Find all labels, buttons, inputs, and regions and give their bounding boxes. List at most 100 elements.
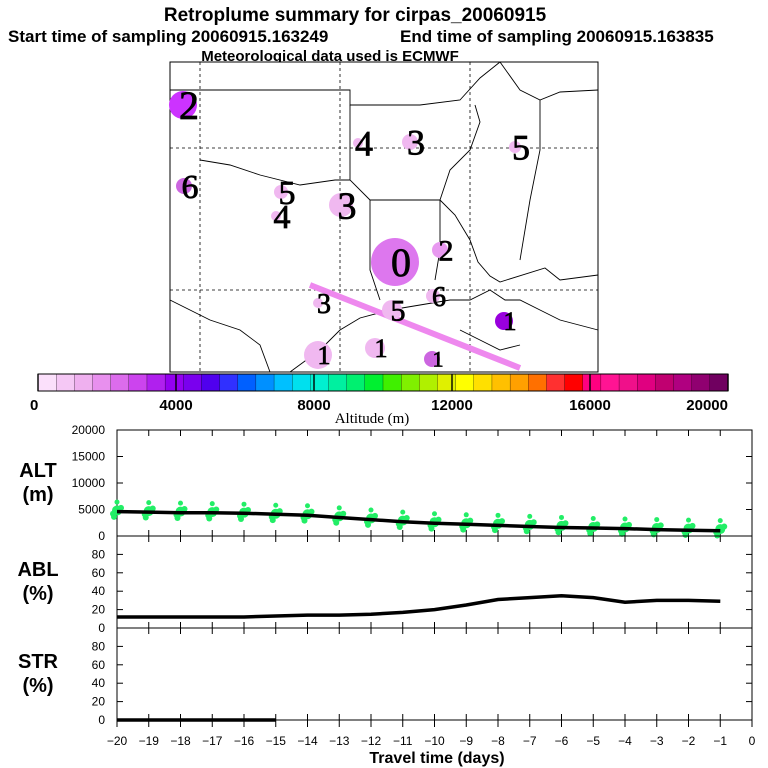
map-marker: 3 bbox=[313, 288, 331, 320]
x-tick-label: −5 bbox=[586, 734, 600, 748]
marker-dot bbox=[402, 134, 418, 150]
x-tick-label: −15 bbox=[266, 734, 287, 748]
marker-dot bbox=[432, 242, 448, 258]
colorbar-swatch bbox=[74, 373, 94, 392]
particle-point bbox=[333, 519, 340, 526]
particle-point bbox=[111, 513, 117, 520]
panel-str: 0 20 40 60 80 STR(%) bbox=[18, 627, 753, 727]
marker-label: 1 bbox=[318, 341, 331, 370]
particle-point bbox=[428, 525, 435, 532]
map-marker: 1 bbox=[304, 341, 332, 371]
colorbar-swatch bbox=[219, 373, 239, 392]
marker-dot bbox=[304, 341, 332, 369]
colorbar-swatch bbox=[183, 373, 202, 392]
particle-point bbox=[435, 516, 442, 523]
panel-alt: 0 5000 10000 15000 20000 ALT(m) bbox=[19, 423, 753, 543]
x-tick-label: −6 bbox=[555, 734, 569, 748]
marker-label: 2 bbox=[439, 235, 454, 268]
particle-point bbox=[460, 526, 467, 533]
particle-point bbox=[241, 501, 247, 507]
colorbar-swatch bbox=[255, 373, 275, 392]
x-tick-label: −17 bbox=[202, 734, 223, 748]
end-time-label: End time of sampling 20060915.163835 bbox=[400, 27, 714, 46]
colorbar-swatch bbox=[709, 373, 729, 392]
y-tick-label: 40 bbox=[92, 584, 106, 598]
colorbar-label: 0 bbox=[30, 397, 38, 414]
y-tick-label: 80 bbox=[92, 639, 106, 653]
particle-point bbox=[276, 508, 283, 515]
marker-label: 4 bbox=[355, 124, 373, 164]
particle-point bbox=[463, 512, 469, 518]
colorbar-swatch bbox=[164, 373, 184, 392]
y-tick-label: 20 bbox=[92, 603, 106, 617]
plume-track bbox=[308, 282, 522, 371]
colorbar-swatch bbox=[310, 373, 330, 392]
marker-label: 4 bbox=[274, 199, 291, 236]
marker-label: 6 bbox=[182, 169, 199, 206]
particle-point bbox=[527, 513, 533, 519]
particle-point bbox=[555, 529, 562, 536]
colorbar-swatch bbox=[528, 373, 547, 392]
colorbar-swatch bbox=[600, 373, 620, 392]
map-marker: 2 bbox=[432, 234, 454, 268]
x-axis: −20 −19 −18 −17 −16 −15 −14 −13 −12 −11 −10 −9 −8 −7−… bbox=[107, 720, 756, 748]
map-marker: 2 bbox=[169, 83, 199, 128]
colorbar-swatch bbox=[491, 373, 511, 392]
particle-point bbox=[178, 500, 183, 506]
marker-label: 3 bbox=[317, 289, 331, 320]
colorbar-swatch bbox=[328, 373, 348, 392]
y-axis-unit: (%) bbox=[22, 583, 53, 605]
x-tick-label: −13 bbox=[329, 734, 350, 748]
met-data-label: Meteorological data used is ECMWF bbox=[201, 48, 459, 65]
marker-dot bbox=[426, 289, 440, 303]
particle-point bbox=[619, 530, 625, 537]
map-marker: 6 bbox=[426, 281, 446, 313]
marker-label: 2 bbox=[179, 83, 199, 128]
marker-dot bbox=[382, 300, 402, 320]
y-tick-label: 15000 bbox=[72, 450, 106, 464]
colorbar-swatch bbox=[92, 373, 112, 392]
colorbar-swatch bbox=[673, 373, 693, 392]
marker-label: 1 bbox=[375, 334, 388, 363]
particle-point bbox=[146, 500, 152, 506]
marker-dot bbox=[365, 338, 385, 358]
colorbar-swatch bbox=[637, 373, 656, 392]
particle-point bbox=[657, 522, 664, 529]
marker-dot bbox=[271, 211, 281, 221]
colorbar-label: 8000 bbox=[297, 397, 330, 414]
series-line-abl bbox=[117, 594, 721, 619]
colorbar-swatch bbox=[237, 373, 257, 392]
x-tick-label: −3 bbox=[650, 734, 664, 748]
marker-dot bbox=[176, 178, 192, 194]
particle-point bbox=[626, 521, 632, 528]
marker-dot bbox=[313, 298, 323, 308]
colorbar-swatch bbox=[655, 373, 675, 392]
map-marker: 4 bbox=[353, 123, 373, 164]
colorbar-swatch bbox=[201, 373, 221, 392]
colorbar-label: 4000 bbox=[159, 397, 192, 414]
particle-point bbox=[467, 517, 474, 524]
particle-point bbox=[721, 523, 728, 530]
x-tick-label: −14 bbox=[297, 734, 318, 748]
y-tick-label: 0 bbox=[98, 713, 105, 727]
particle-point bbox=[365, 521, 371, 528]
map-marker: 1 bbox=[365, 334, 388, 364]
y-tick-label: 5000 bbox=[78, 503, 105, 517]
panel-frame bbox=[116, 535, 753, 629]
x-tick-label: −16 bbox=[234, 734, 255, 748]
particle-point bbox=[654, 517, 660, 523]
map-frame bbox=[169, 61, 599, 373]
colorbar-swatch bbox=[146, 373, 166, 392]
particle-point bbox=[714, 532, 721, 539]
marker-label: 0 bbox=[391, 240, 411, 285]
marker-dot bbox=[371, 238, 419, 286]
particle-point bbox=[149, 505, 156, 512]
particle-point bbox=[495, 512, 501, 518]
particle-point bbox=[181, 505, 188, 512]
particle-point bbox=[717, 518, 723, 524]
particle-point bbox=[396, 523, 403, 530]
colorbar-label: 20000 bbox=[686, 397, 728, 414]
colorbar-swatch bbox=[582, 373, 602, 392]
